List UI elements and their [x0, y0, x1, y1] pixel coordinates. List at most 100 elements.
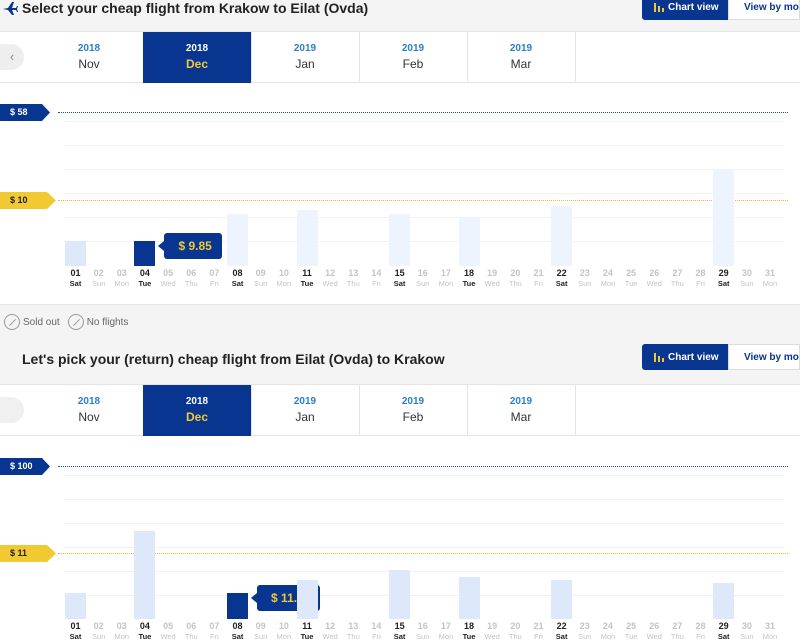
- month-tab-name: Dec: [185, 57, 208, 71]
- day-number: 14: [371, 621, 382, 631]
- price-bar-day-22[interactable]: [551, 579, 573, 619]
- day-number: 13: [348, 621, 359, 631]
- day-cell-22[interactable]: 22 Sat: [550, 268, 573, 288]
- day-weekday: Thu: [346, 632, 360, 641]
- month-tab-mar[interactable]: 2019 Mar: [467, 32, 575, 83]
- price-bar-day-11[interactable]: [296, 579, 318, 619]
- day-cell-1[interactable]: 01 Sat: [64, 268, 87, 288]
- chart-view-button[interactable]: Chart view: [642, 344, 728, 370]
- price-bar-day-29[interactable]: [713, 583, 735, 619]
- day-cell-11[interactable]: 11 Tue: [296, 621, 319, 641]
- day-cell-29[interactable]: 29 Sat: [712, 268, 735, 288]
- day-cell-15[interactable]: 15 Sat: [388, 268, 411, 288]
- day-cell-7: 07 Fri: [203, 268, 226, 288]
- price-bar-day-8[interactable]: [227, 592, 249, 619]
- day-weekday: Mon: [276, 279, 292, 288]
- day-cell-4[interactable]: 04 Tue: [133, 268, 156, 288]
- day-number: 11: [302, 621, 312, 631]
- day-cell-3: 03 Mon: [110, 268, 133, 288]
- day-number: 23: [579, 621, 590, 631]
- month-tab-mar[interactable]: 2019 Mar: [467, 385, 575, 436]
- day-number: 04: [139, 621, 150, 631]
- chart-view-label: Chart view: [668, 1, 719, 13]
- month-tab-year: 2019: [401, 396, 425, 407]
- prev-month-button[interactable]: ‹: [0, 44, 24, 70]
- price-bar-day-1[interactable]: [65, 240, 86, 266]
- grid-line: [64, 217, 784, 218]
- month-tab-jan[interactable]: 2019 Jan: [251, 385, 359, 436]
- day-weekday: Tue: [138, 279, 152, 288]
- day-weekday: Fri: [534, 279, 543, 288]
- month-tab-nov[interactable]: 2018 Nov: [35, 385, 143, 436]
- day-cell-15[interactable]: 15 Sat: [388, 621, 411, 641]
- day-cell-1[interactable]: 01 Sat: [64, 621, 87, 641]
- day-number: 10: [278, 268, 289, 278]
- day-cell-27: 27 Thu: [666, 268, 689, 288]
- day-number: 15: [394, 621, 405, 631]
- day-weekday: Sat: [717, 279, 730, 288]
- day-cell-22[interactable]: 22 Sat: [550, 621, 573, 641]
- month-tab-year: 2019: [401, 43, 425, 54]
- day-cell-6: 06 Thu: [180, 268, 203, 288]
- month-tab-dec[interactable]: 2018 Dec: [143, 32, 251, 83]
- view-by-month-button[interactable]: View by month: [728, 0, 800, 20]
- grid-line: [64, 523, 784, 524]
- day-weekday: Sat: [69, 632, 82, 641]
- price-bar-day-29[interactable]: [713, 168, 735, 266]
- day-weekday: Sun: [416, 632, 430, 641]
- day-cell-24: 24 Mon: [596, 621, 619, 641]
- day-cell-21: 21 Fri: [527, 268, 550, 288]
- day-cell-10: 10 Mon: [272, 621, 295, 641]
- month-tab-jan[interactable]: 2019 Jan: [251, 32, 359, 83]
- prev-month-button[interactable]: [0, 397, 24, 423]
- chart-view-button[interactable]: Chart view: [642, 0, 728, 20]
- price-bar-day-11[interactable]: [296, 210, 318, 266]
- day-cell-18[interactable]: 18 Tue: [458, 268, 481, 288]
- day-cell-8[interactable]: 08 Sat: [226, 268, 249, 288]
- day-cell-4[interactable]: 04 Tue: [133, 621, 156, 641]
- month-tab-name: Nov: [78, 57, 100, 71]
- price-bar-day-1[interactable]: [65, 592, 86, 619]
- month-divider: [467, 32, 468, 83]
- day-weekday: Sun: [91, 279, 106, 288]
- inbound-title: Let's pick your (return) cheap flight fr…: [22, 351, 445, 367]
- avg-price-line: [58, 553, 788, 554]
- price-bar-day-18[interactable]: [458, 576, 480, 619]
- day-cell-21: 21 Fri: [527, 621, 550, 641]
- price-bar-day-4[interactable]: [134, 240, 156, 266]
- grid-line: [64, 571, 784, 572]
- day-cell-18[interactable]: 18 Tue: [458, 621, 481, 641]
- day-number: 07: [209, 268, 220, 278]
- avg-price-tag: $ 11: [0, 545, 56, 562]
- day-weekday: Mon: [114, 632, 130, 641]
- month-tab-feb[interactable]: 2019 Feb: [359, 385, 467, 436]
- day-cell-31: 31 Mon: [759, 621, 782, 641]
- day-number: 22: [556, 621, 567, 631]
- day-number: 30: [741, 268, 752, 278]
- view-by-month-button[interactable]: View by month: [728, 344, 800, 370]
- day-weekday: Tue: [462, 632, 476, 641]
- price-bar-day-22[interactable]: [551, 206, 573, 266]
- price-bar-day-8[interactable]: [227, 213, 249, 266]
- day-cell-8[interactable]: 08 Sat: [226, 621, 249, 641]
- price-bar-day-15[interactable]: [389, 570, 411, 619]
- day-cell-19: 19 Wed: [481, 268, 504, 288]
- day-weekday: Fri: [372, 279, 381, 288]
- month-tab-dec[interactable]: 2018 Dec: [143, 385, 251, 436]
- month-tab-feb[interactable]: 2019 Feb: [359, 32, 467, 83]
- day-cell-24: 24 Mon: [596, 268, 619, 288]
- day-number: 06: [186, 621, 197, 631]
- price-bar-day-18[interactable]: [458, 217, 480, 266]
- month-tab-nov[interactable]: 2018 Nov: [35, 32, 143, 83]
- day-number: 16: [417, 268, 428, 278]
- month-tab-year: 2019: [293, 396, 317, 407]
- day-cell-26: 26 Wed: [643, 268, 666, 288]
- day-cell-29[interactable]: 29 Sat: [712, 621, 735, 641]
- month-tab-year: 2018: [77, 396, 101, 407]
- day-cell-11[interactable]: 11 Tue: [296, 268, 319, 288]
- legend-sold-out-label: Sold out: [23, 316, 60, 328]
- price-bar-day-15[interactable]: [389, 213, 411, 266]
- price-bar-day-4[interactable]: [134, 530, 156, 619]
- day-weekday: Fri: [696, 279, 705, 288]
- day-weekday: Sun: [416, 279, 430, 288]
